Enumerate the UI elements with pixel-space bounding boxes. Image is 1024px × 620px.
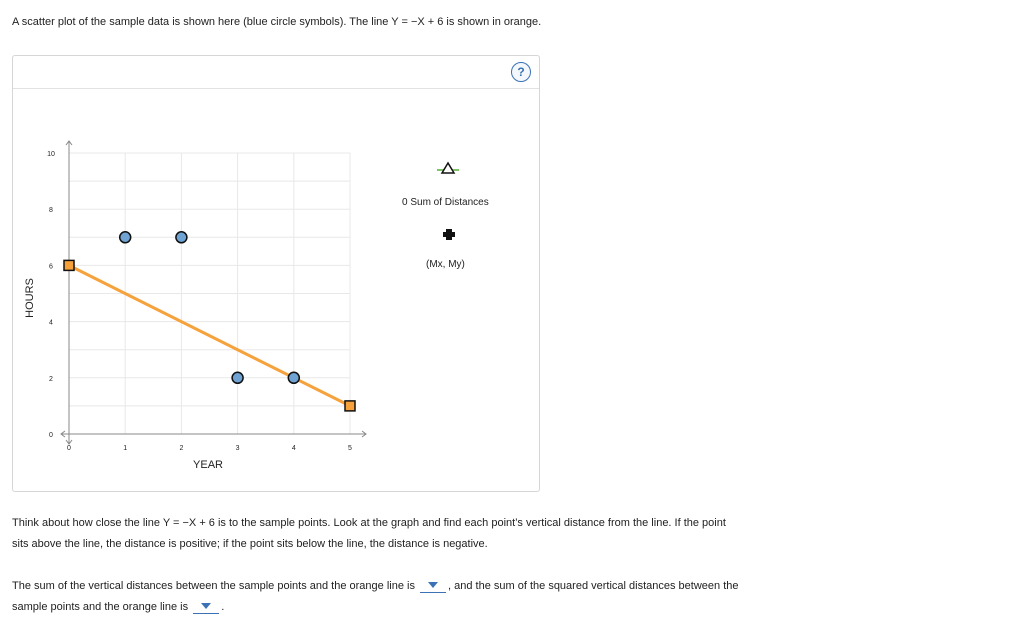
sum-distances-tool[interactable] [437, 161, 459, 174]
instructions: Think about how close the line Y = −X + … [12, 513, 1012, 555]
x-tick-label-2: 2 [179, 445, 183, 452]
y-axis-arrow-down [65, 439, 73, 445]
graph-panel: ? 0 1 2 3 4 5 0 2 4 6 8 10 YEAR HOURS 0 Sum of Dist… [12, 55, 540, 492]
x-tick-label-1: 1 [123, 445, 127, 452]
graph-panel-header: ? [13, 56, 539, 89]
data-point-1 [118, 231, 132, 244]
y-tick-label-3: 6 [49, 263, 53, 270]
question: The sum of the vertical distances betwee… [12, 576, 1012, 618]
fit-line-layer [63, 259, 356, 412]
plot-grid [68, 152, 351, 435]
intro-text: A scatter plot of the sample data is sho… [12, 16, 542, 28]
y-axis-label: HOURS [24, 278, 36, 318]
instructions-line-2: sits above the line, the distance is pos… [12, 538, 488, 550]
question-part-4: . [221, 601, 225, 613]
line-endpoint-handle-2[interactable] [344, 400, 356, 412]
sum-squared-distances-dropdown[interactable] [193, 601, 220, 614]
data-point-2 [175, 231, 188, 244]
y-tick-label-2: 4 [49, 320, 53, 327]
x-tick-label-4: 4 [292, 445, 296, 452]
points-layer [118, 231, 301, 385]
mean-point-label: (Mx, My) [426, 259, 465, 270]
x-axis-arrow-left [60, 430, 66, 438]
y-axis-arrow-up [65, 140, 73, 146]
orange-line [68, 264, 351, 408]
y-tick-label-1: 2 [49, 376, 53, 383]
x-axis-label: YEAR [193, 459, 223, 471]
mean-point-tool[interactable] [443, 229, 455, 240]
plot-ticks: 0 1 2 3 4 5 0 2 4 6 8 10 [47, 151, 352, 452]
sum-distances-dropdown[interactable] [420, 580, 447, 593]
y-tick-label-5: 10 [47, 151, 55, 158]
x-tick-label-3: 3 [236, 445, 240, 452]
data-point-4 [287, 371, 301, 385]
question-part-3: sample points and the orange line is [12, 601, 189, 613]
data-point-3 [231, 371, 244, 385]
x-tick-label-0: 0 [67, 445, 71, 452]
help-icon[interactable]: ? [511, 62, 531, 82]
question-part-1: The sum of the vertical distances betwee… [12, 580, 415, 592]
sum-distances-label: 0 Sum of Distances [402, 197, 489, 208]
plot-axes [60, 140, 367, 445]
y-tick-label-4: 8 [49, 207, 53, 214]
scatter-plot: 0 1 2 3 4 5 0 2 4 6 8 10 YEAR HOURS 0 Sum of Distan… [24, 140, 489, 471]
instructions-line-1: Think about how close the line Y = −X + … [12, 517, 726, 529]
y-tick-label-0: 0 [49, 432, 53, 439]
line-endpoint-handle-1[interactable] [63, 259, 75, 272]
question-part-2: , and the sum of the squared vertical di… [448, 580, 739, 592]
x-axis-arrow-right [361, 430, 367, 438]
x-tick-label-5: 5 [348, 445, 352, 452]
